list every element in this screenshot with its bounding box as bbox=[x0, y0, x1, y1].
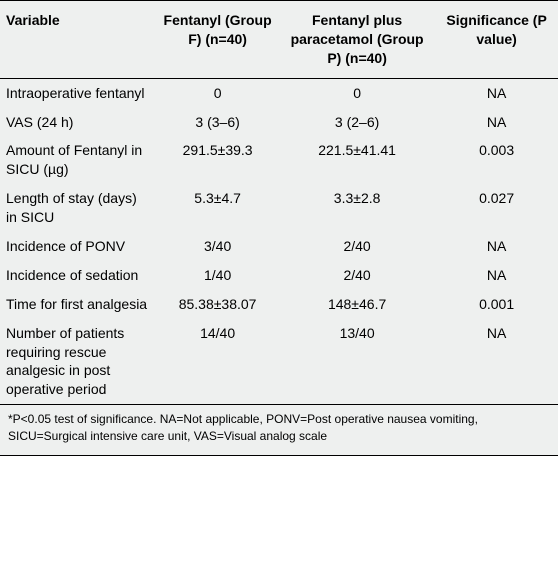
results-table: Variable Fentanyl (Group F) (n=40) Fenta… bbox=[0, 0, 558, 405]
col-header-text: Significance (P value) bbox=[446, 12, 546, 47]
cell-group-p: 3 (2–6) bbox=[279, 108, 435, 137]
cell-group-f: 5.3±4.7 bbox=[156, 184, 279, 232]
table-row: Length of stay (days) in SICU 5.3±4.7 3.… bbox=[0, 184, 558, 232]
table-header-row: Variable Fentanyl (Group F) (n=40) Fenta… bbox=[0, 1, 558, 79]
cell-variable: Incidence of sedation bbox=[0, 261, 156, 290]
cell-sig: NA bbox=[435, 232, 558, 261]
col-header-text: Variable bbox=[6, 12, 60, 28]
cell-variable: Number of patients requiring rescue anal… bbox=[0, 319, 156, 405]
cell-group-f: 14/40 bbox=[156, 319, 279, 405]
col-header-group-p: Fentanyl plus paracetamol (Group P) (n=4… bbox=[279, 1, 435, 79]
results-table-container: Variable Fentanyl (Group F) (n=40) Fenta… bbox=[0, 0, 558, 456]
cell-sig: NA bbox=[435, 261, 558, 290]
cell-sig: 0.003 bbox=[435, 136, 558, 184]
cell-sig: 0.027 bbox=[435, 184, 558, 232]
table-row: Time for first analgesia 85.38±38.07 148… bbox=[0, 290, 558, 319]
cell-group-p: 2/40 bbox=[279, 232, 435, 261]
cell-variable: Time for first analgesia bbox=[0, 290, 156, 319]
cell-group-p: 221.5±41.41 bbox=[279, 136, 435, 184]
cell-sig: NA bbox=[435, 319, 558, 405]
cell-group-f: 0 bbox=[156, 78, 279, 107]
col-header-variable: Variable bbox=[0, 1, 156, 79]
col-header-group-f: Fentanyl (Group F) (n=40) bbox=[156, 1, 279, 79]
cell-sig: 0.001 bbox=[435, 290, 558, 319]
cell-group-f: 291.5±39.3 bbox=[156, 136, 279, 184]
cell-variable: Amount of Fentanyl in SICU (µg) bbox=[0, 136, 156, 184]
table-row: Amount of Fentanyl in SICU (µg) 291.5±39… bbox=[0, 136, 558, 184]
cell-group-f: 1/40 bbox=[156, 261, 279, 290]
cell-group-p: 0 bbox=[279, 78, 435, 107]
table-row: Incidence of sedation 1/40 2/40 NA bbox=[0, 261, 558, 290]
table-footnote: *P<0.05 test of significance. NA=Not app… bbox=[0, 405, 558, 456]
cell-group-f: 85.38±38.07 bbox=[156, 290, 279, 319]
table-row: Incidence of PONV 3/40 2/40 NA bbox=[0, 232, 558, 261]
table-body: Intraoperative fentanyl 0 0 NA VAS (24 h… bbox=[0, 78, 558, 405]
table-row: VAS (24 h) 3 (3–6) 3 (2–6) NA bbox=[0, 108, 558, 137]
col-header-text: Fentanyl (Group F) (n=40) bbox=[164, 12, 272, 47]
cell-sig: NA bbox=[435, 78, 558, 107]
table-row: Number of patients requiring rescue anal… bbox=[0, 319, 558, 405]
table-row: Intraoperative fentanyl 0 0 NA bbox=[0, 78, 558, 107]
cell-group-p: 13/40 bbox=[279, 319, 435, 405]
cell-variable: Intraoperative fentanyl bbox=[0, 78, 156, 107]
cell-group-p: 3.3±2.8 bbox=[279, 184, 435, 232]
cell-variable: Incidence of PONV bbox=[0, 232, 156, 261]
cell-variable: Length of stay (days) in SICU bbox=[0, 184, 156, 232]
cell-variable: VAS (24 h) bbox=[0, 108, 156, 137]
cell-sig: NA bbox=[435, 108, 558, 137]
col-header-text: Fentanyl plus paracetamol (Group P) (n=4… bbox=[291, 12, 424, 66]
cell-group-p: 2/40 bbox=[279, 261, 435, 290]
cell-group-p: 148±46.7 bbox=[279, 290, 435, 319]
col-header-significance: Significance (P value) bbox=[435, 1, 558, 79]
cell-group-f: 3 (3–6) bbox=[156, 108, 279, 137]
cell-group-f: 3/40 bbox=[156, 232, 279, 261]
